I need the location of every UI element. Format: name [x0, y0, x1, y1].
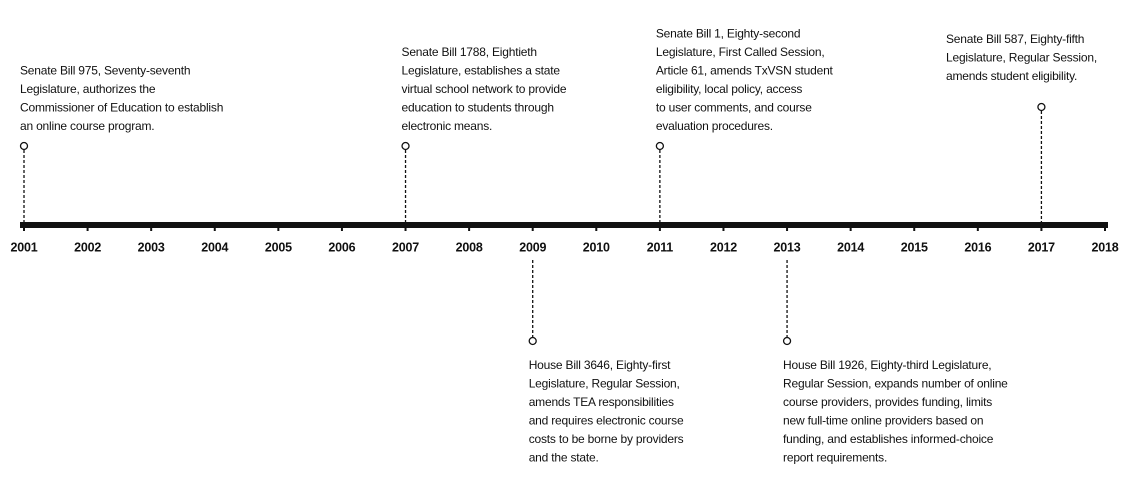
year-label: 2015 — [901, 240, 928, 254]
event-text: Senate Bill 587, Eighty-fifth — [946, 32, 1084, 46]
event-text: education to students through — [402, 101, 554, 115]
year-label: 2003 — [138, 240, 165, 254]
event-text: course providers, provides funding, limi… — [783, 395, 992, 409]
event-text: Article 61, amends TxVSN student — [656, 64, 834, 78]
event-text: and the state. — [529, 451, 599, 465]
event-text: Legislature, establishes a state — [402, 64, 561, 78]
event-marker — [19, 141, 29, 151]
year-label: 2005 — [265, 240, 292, 254]
event-text: Legislature, authorizes the — [20, 82, 156, 96]
event-text: Senate Bill 975, Seventy-seventh — [20, 64, 190, 78]
event-text: electronic means. — [402, 119, 493, 133]
year-label: 2013 — [774, 240, 801, 254]
event-marker — [401, 141, 410, 151]
event-text: amends student eligibility. — [946, 69, 1077, 83]
event-text: funding, and establishes informed-choice — [783, 432, 994, 446]
year-label: 2011 — [647, 240, 674, 254]
year-label: 2004 — [201, 240, 228, 254]
event-text: eligibility, local policy, access — [656, 82, 803, 96]
event-text: Legislature, First Called Session, — [656, 45, 825, 59]
year-label: 2018 — [1091, 240, 1118, 254]
year-label: 2008 — [456, 240, 483, 254]
event-text: virtual school network to provide — [402, 82, 567, 96]
event-text: Legislature, Regular Session, — [529, 377, 680, 391]
event-text: Commissioner of Education to establish — [20, 101, 223, 115]
event-text: Senate Bill 1788, Eightieth — [402, 45, 537, 59]
event-text: costs to be borne by providers — [529, 432, 684, 446]
event-text: report requirements. — [783, 451, 887, 465]
event-marker — [655, 141, 665, 151]
year-label: 2016 — [964, 240, 991, 254]
year-label: 2014 — [837, 240, 864, 254]
event-text: amends TEA responsibilities — [529, 395, 674, 409]
event-text: House Bill 1926, Eighty-third Legislatur… — [783, 358, 991, 372]
event-marker — [782, 336, 792, 346]
year-label: 2002 — [74, 240, 101, 254]
event-text: new full-time online providers based on — [783, 414, 983, 428]
event-text: and requires electronic course — [529, 414, 684, 428]
year-label: 2007 — [392, 240, 419, 254]
event-text: to user comments, and course — [656, 101, 812, 115]
year-label: 2017 — [1028, 240, 1055, 254]
year-label: 2010 — [583, 240, 610, 254]
event-text: an online course program. — [20, 119, 154, 133]
year-label: 2012 — [710, 240, 737, 254]
year-label: 2001 — [10, 240, 37, 254]
event-text: House Bill 3646, Eighty-first — [529, 358, 671, 372]
event-text: evaluation procedures. — [656, 119, 773, 133]
event-marker — [1037, 102, 1046, 112]
event-marker — [528, 336, 537, 346]
event-text: Regular Session, expands number of onlin… — [783, 377, 1008, 391]
event-text: Legislature, Regular Session, — [946, 51, 1097, 65]
event-text: Senate Bill 1, Eighty-second — [656, 27, 801, 41]
year-label: 2009 — [519, 240, 546, 254]
year-label: 2006 — [328, 240, 355, 254]
